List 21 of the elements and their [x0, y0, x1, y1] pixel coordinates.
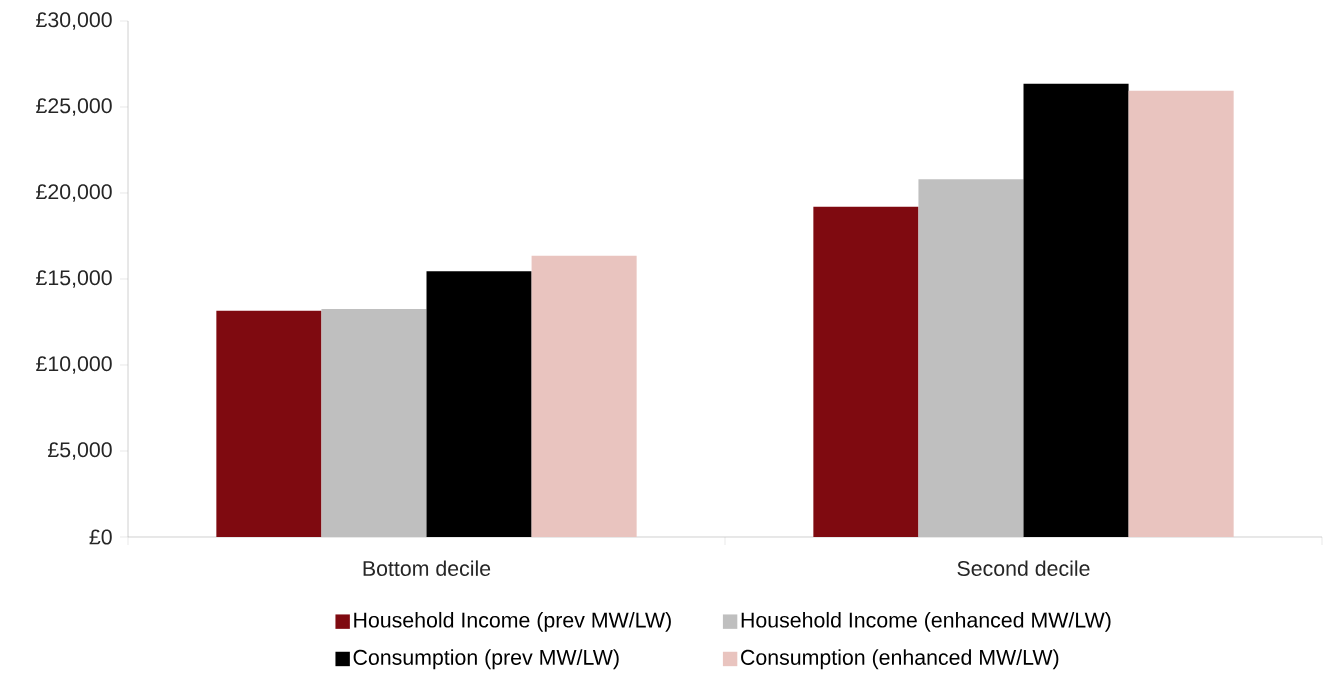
y-tick-label: £5,000 [47, 442, 112, 460]
bar [531, 255, 637, 537]
bar [321, 309, 427, 537]
bar [813, 206, 919, 537]
y-tick-label: £15,000 [36, 270, 112, 288]
bar [1023, 83, 1129, 537]
legend-label: Household Income (prev MW/LW) [354, 611, 671, 632]
y-tick-label: £0 [89, 529, 112, 545]
legend-label: Consumption (prev MW/LW) [353, 649, 619, 670]
x-tick-label: Bottom decile [363, 560, 491, 577]
y-tick-label: £20,000 [36, 184, 112, 202]
y-tick-label: £30,000 [36, 12, 112, 30]
x-tick-label: Second decile [957, 560, 1090, 577]
legend-label: Consumption (enhanced MW/LW) [741, 649, 1059, 670]
bar [426, 271, 532, 537]
bar [918, 179, 1024, 537]
legend-label: Household Income (enhanced MW/LW) [741, 611, 1111, 632]
y-tick-label: £25,000 [36, 98, 112, 116]
bar [216, 310, 322, 537]
bar [1128, 90, 1234, 537]
y-tick-label: £10,000 [36, 356, 112, 374]
